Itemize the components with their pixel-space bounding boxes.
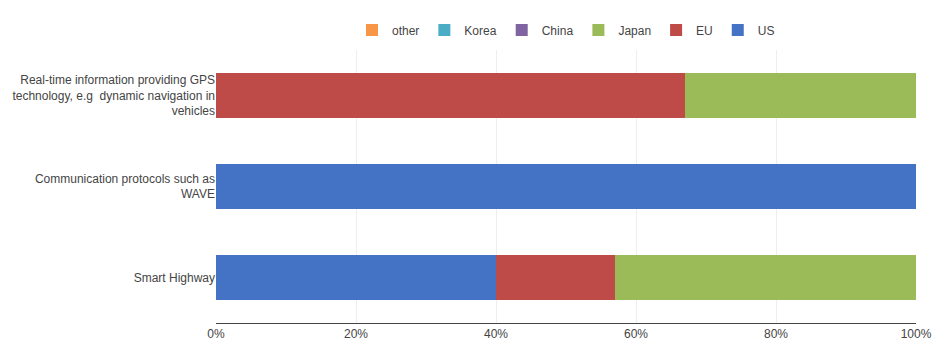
- svg-text:Smart Highway: Smart Highway: [134, 271, 215, 285]
- svg-text:EU: EU: [696, 24, 713, 38]
- svg-text:US: US: [758, 24, 775, 38]
- svg-text:other: other: [392, 24, 419, 38]
- svg-text:20%: 20%: [344, 327, 368, 341]
- svg-text:Communication protocols such a: Communication protocols such asWAVE: [35, 172, 215, 202]
- svg-text:80%: 80%: [764, 327, 788, 341]
- svg-text:40%: 40%: [484, 327, 508, 341]
- svg-text:Korea: Korea: [464, 24, 496, 38]
- svg-text:60%: 60%: [624, 327, 648, 341]
- svg-text:China: China: [542, 24, 574, 38]
- svg-text:Real-time information providin: Real-time information providing GPStechn…: [12, 73, 215, 118]
- svg-text:Japan: Japan: [618, 24, 651, 38]
- svg-text:0%: 0%: [207, 327, 225, 341]
- svg-text:100%: 100%: [901, 327, 932, 341]
